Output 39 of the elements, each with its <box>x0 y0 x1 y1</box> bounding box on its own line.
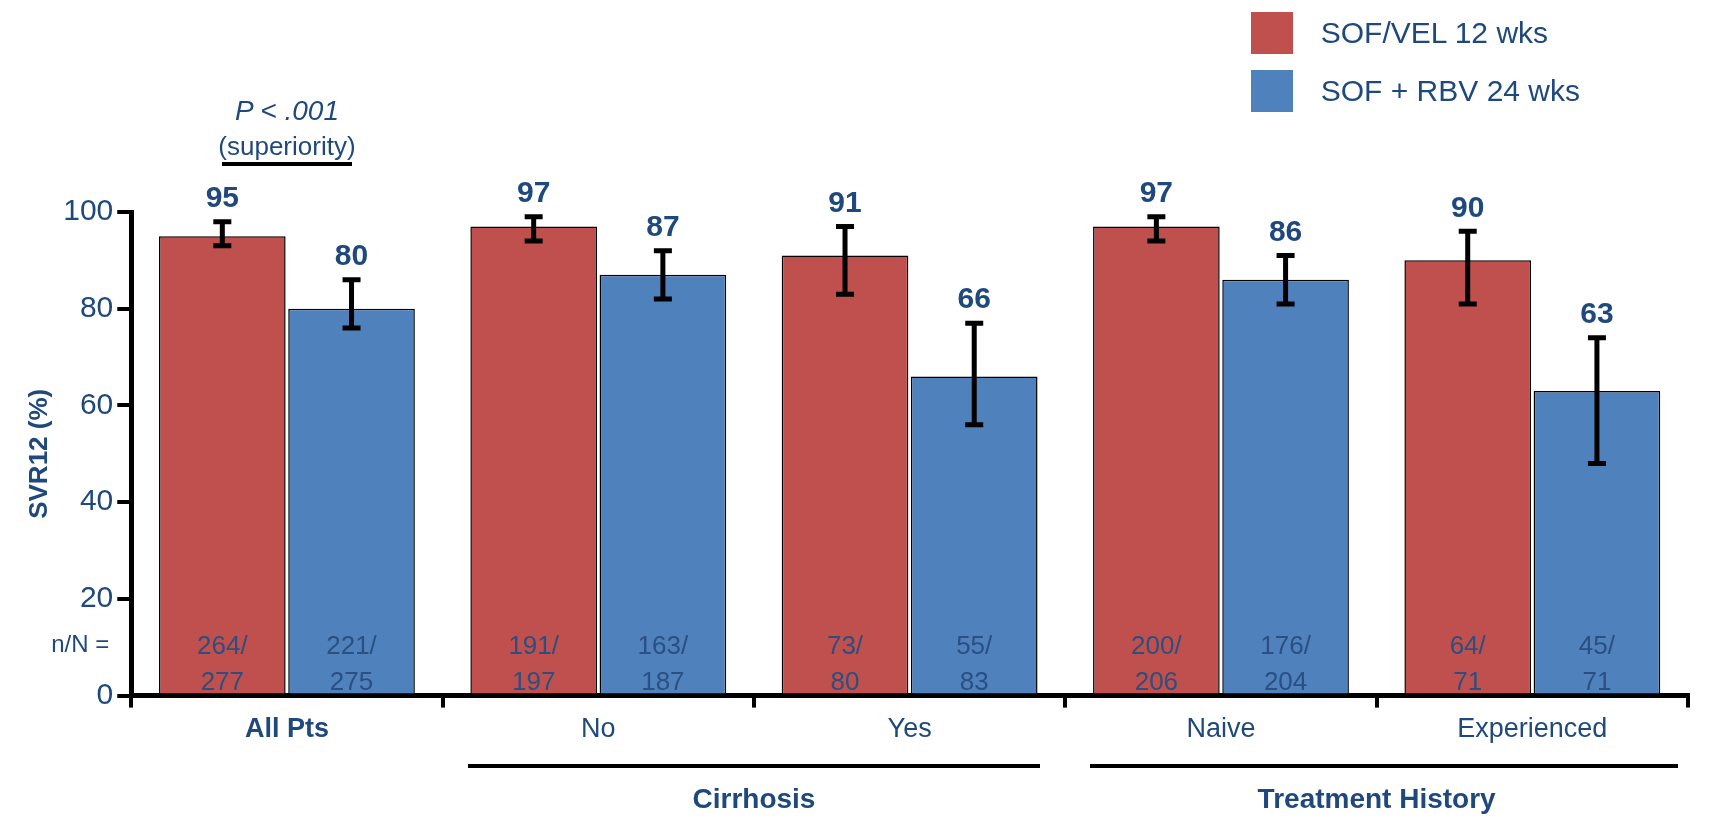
y-tick-label: 80 <box>79 289 114 323</box>
data-label: 97 <box>516 175 551 209</box>
y-tick-label: 0 <box>96 676 114 710</box>
annotation: 73/80 <box>826 629 864 696</box>
data-label: 66 <box>957 281 991 315</box>
text: P < .001 <box>234 95 339 126</box>
annotation: 64/71 <box>1449 629 1487 696</box>
data-label: 87 <box>646 208 680 242</box>
text: Treatment History <box>1257 782 1497 814</box>
text: Cirrhosis <box>692 782 816 814</box>
legend-label: SOF/VEL 12 wks <box>1320 16 1549 50</box>
annotation: 221/275 <box>326 629 378 696</box>
legend-label: SOF + RBV 24 wks <box>1320 74 1580 108</box>
text: n/N = <box>51 630 110 658</box>
x-tick-label: No <box>581 713 616 744</box>
y-tick-label: 20 <box>79 580 114 614</box>
data-label: 97 <box>1139 175 1174 209</box>
data-label: 80 <box>334 237 369 271</box>
data-label: 86 <box>1268 213 1303 247</box>
y-tick-label: 40 <box>79 483 114 517</box>
y-tick-label: 60 <box>79 386 114 420</box>
annotation: 200/206 <box>1131 629 1183 696</box>
data-label: 63 <box>1580 296 1614 329</box>
y-axis-title: SVR12 (%) <box>22 388 53 519</box>
data-label: 95 <box>205 179 240 213</box>
text: (superiority) <box>218 131 356 161</box>
annotation: 45/71 <box>1578 629 1616 696</box>
annotation: 163/187 <box>637 629 689 696</box>
annotation: 191/197 <box>508 629 560 696</box>
data-label: 91 <box>828 184 862 218</box>
data-label: 90 <box>1451 189 1485 223</box>
x-tick-label: Naive <box>1186 713 1256 744</box>
annotation: 176/204 <box>1260 629 1312 696</box>
x-tick-label: Experienced <box>1457 713 1608 744</box>
x-tick-label: All Pts <box>244 713 329 744</box>
x-tick-label: Yes <box>887 713 932 744</box>
annotation: 264/277 <box>197 629 249 696</box>
y-tick-label: 100 <box>63 193 114 227</box>
annotation: 55/83 <box>956 629 994 696</box>
